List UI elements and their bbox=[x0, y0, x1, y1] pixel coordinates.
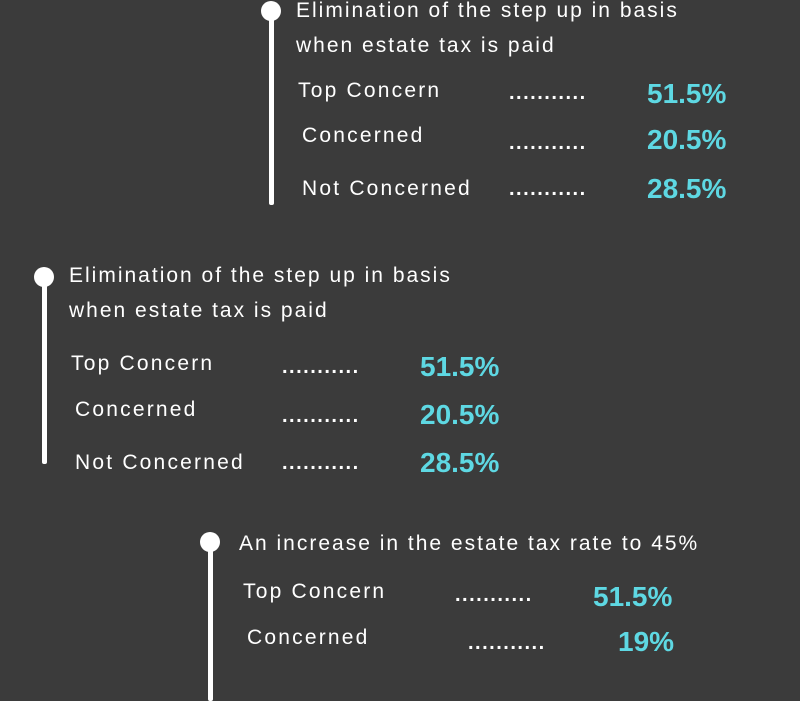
row-label-top-concern: Top Concern bbox=[71, 352, 215, 375]
row-value-not-concerned: 28.5% bbox=[420, 447, 500, 478]
row-value-concerned: 19% bbox=[618, 626, 675, 657]
block-title-line1: Elimination of the step up in basis bbox=[69, 264, 452, 287]
row-leader-dots: ........... bbox=[282, 452, 360, 474]
row-label-concerned: Concerned bbox=[75, 398, 198, 421]
row-label-not-concerned: Not Concerned bbox=[75, 451, 245, 474]
block-title-line1: An increase in the estate tax rate to 45… bbox=[239, 532, 700, 555]
row-label-concerned: Concerned bbox=[302, 124, 425, 147]
timeline-line bbox=[207, 541, 213, 701]
row-value-top-concern: 51.5% bbox=[647, 78, 727, 109]
timeline-line bbox=[41, 276, 47, 464]
row-label-top-concern: Top Concern bbox=[243, 580, 387, 603]
row-leader-dots: ........... bbox=[509, 82, 587, 104]
row-value-concerned: 20.5% bbox=[647, 124, 727, 155]
row-leader-dots: ........... bbox=[282, 405, 360, 427]
row-value-top-concern: 51.5% bbox=[420, 351, 500, 382]
row-leader-dots: ........... bbox=[282, 356, 360, 378]
block-title-line2: when estate tax is paid bbox=[69, 299, 329, 322]
row-leader-dots: ........... bbox=[455, 584, 533, 606]
block-title-line2: when estate tax is paid bbox=[296, 34, 556, 57]
row-value-concerned: 20.5% bbox=[420, 399, 500, 430]
row-value-top-concern: 51.5% bbox=[593, 581, 673, 612]
row-label-concerned: Concerned bbox=[247, 626, 370, 649]
row-label-top-concern: Top Concern bbox=[298, 79, 442, 102]
row-leader-dots: ........... bbox=[468, 632, 546, 654]
row-leader-dots: ........... bbox=[509, 132, 587, 154]
row-leader-dots: ........... bbox=[509, 178, 587, 200]
row-value-not-concerned: 28.5% bbox=[647, 173, 727, 204]
timeline-line bbox=[268, 10, 274, 205]
row-label-not-concerned: Not Concerned bbox=[302, 177, 472, 200]
block-title-line1: Elimination of the step up in basis bbox=[296, 0, 679, 22]
